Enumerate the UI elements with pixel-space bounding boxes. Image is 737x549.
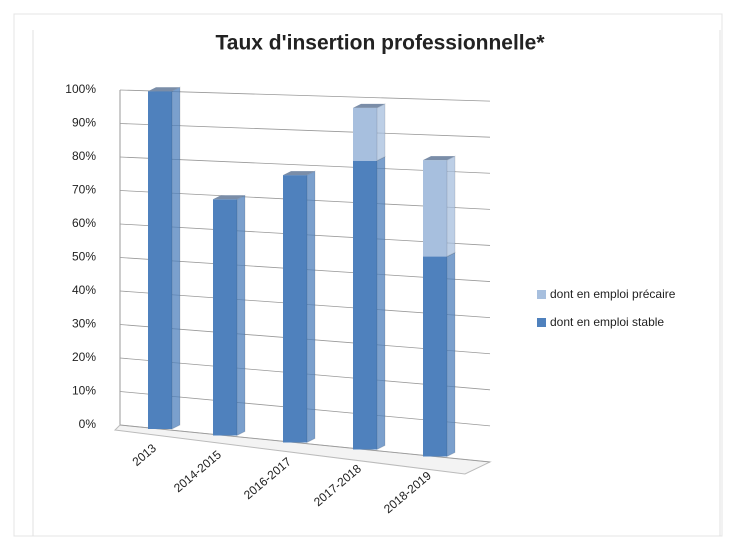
bar xyxy=(353,160,377,450)
chart-title: Taux d'insertion professionnelle* xyxy=(216,32,546,55)
bar-side xyxy=(446,251,456,458)
bar xyxy=(423,160,447,257)
y-tick-label: 100% xyxy=(65,82,96,96)
bar xyxy=(353,107,377,161)
y-tick-label: 50% xyxy=(72,250,96,264)
y-tick-label: 60% xyxy=(72,216,96,230)
y-tick-label: 80% xyxy=(72,149,96,163)
y-tick-label: 40% xyxy=(72,283,96,297)
bar-top xyxy=(353,103,385,108)
bar-side xyxy=(376,155,386,451)
y-tick-label: 0% xyxy=(79,417,97,431)
bar-side xyxy=(171,86,181,430)
bar xyxy=(148,91,172,429)
bar-side xyxy=(446,155,456,258)
y-tick-label: 30% xyxy=(72,317,96,331)
legend-label: dont en emploi stable xyxy=(550,315,664,329)
bar-side xyxy=(236,194,246,437)
y-tick-label: 10% xyxy=(72,384,96,398)
grid-line xyxy=(119,89,491,102)
bar-top xyxy=(423,156,455,161)
bar xyxy=(213,199,237,436)
bar xyxy=(423,256,447,457)
legend-label: dont en emploi précaire xyxy=(550,287,676,301)
y-tick-label: 70% xyxy=(72,183,96,197)
y-tick-label: 90% xyxy=(72,116,96,130)
grid-line xyxy=(119,123,491,138)
legend-swatch xyxy=(537,318,546,327)
bar-side xyxy=(306,170,316,444)
bar-side xyxy=(376,103,386,162)
y-tick-label: 20% xyxy=(72,350,96,364)
bar-top xyxy=(213,195,245,200)
bar xyxy=(283,175,307,443)
legend-swatch xyxy=(537,290,546,299)
bar-top xyxy=(283,171,315,176)
bar-top xyxy=(148,87,180,92)
